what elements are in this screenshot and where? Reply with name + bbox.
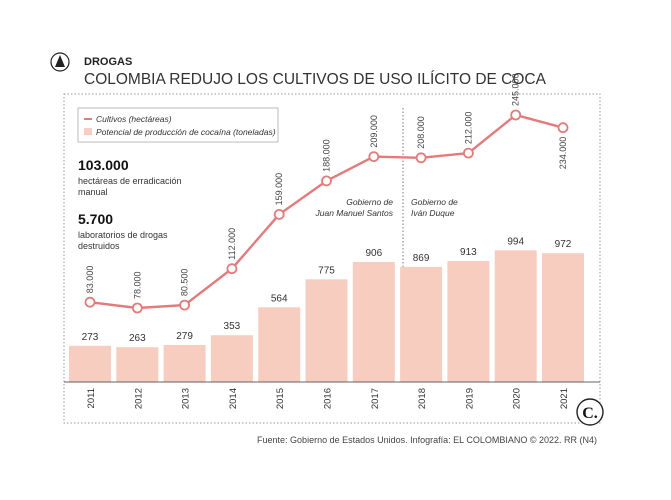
line-point-2017 — [368, 151, 380, 163]
bar-2016 — [305, 279, 348, 382]
logo-text: C. — [582, 405, 598, 422]
stat-erradication-line1: hectáreas de erradicación — [78, 176, 182, 186]
legend: Cultivos (hectáreas) Potencial de produc… — [77, 107, 279, 143]
year-label-2011: 2011 — [86, 388, 97, 408]
legend-line-label: Cultivos (hectáreas) — [96, 114, 172, 124]
line-point-2019 — [462, 147, 474, 159]
bar-2021 — [542, 253, 584, 382]
bar-2019 — [447, 261, 490, 382]
line-points — [84, 109, 569, 314]
bar-2018 — [400, 266, 443, 382]
period-santos-line2: Juan Manuel Santos — [315, 208, 394, 218]
header: DROGAS COLOMBIA REDUJO LOS CULTIVOS DE U… — [50, 52, 547, 88]
line-value-label-2011: 83.000 — [85, 266, 95, 294]
logo-circle — [576, 398, 604, 426]
year-label-2014: 2014 — [228, 388, 239, 409]
line-point-2016 — [321, 175, 332, 187]
stat-labs-value: 5.700 — [78, 211, 113, 227]
stat-erradication-value: 103.000 — [78, 157, 129, 173]
year-label-2012: 2012 — [133, 388, 144, 409]
bar-value-label-2012: 263 — [129, 333, 146, 344]
year-label-2015: 2015 — [275, 388, 286, 409]
period-labels: Gobierno de Juan Manuel Santos Gobierno … — [315, 197, 459, 218]
line-value-label-2016: 188.000 — [322, 139, 332, 172]
bar-2012 — [116, 347, 159, 382]
period-santos-line1: Gobierno de — [346, 197, 393, 207]
period-duque-line2: Iván Duque — [411, 208, 455, 218]
line-value-label-2013: 80.500 — [180, 269, 190, 297]
year-label-2019: 2019 — [464, 388, 475, 409]
line-value-label-2019: 212.000 — [463, 112, 473, 145]
line-point-2021 — [557, 122, 569, 134]
legend-box — [77, 107, 279, 143]
header-kicker: DROGAS — [84, 56, 132, 68]
bar-value-label-2014: 353 — [224, 321, 241, 332]
line-value-label-2012: 78.000 — [132, 271, 142, 299]
line-point-2020 — [510, 109, 522, 121]
bar-value-label-2017: 906 — [365, 248, 382, 259]
line-value-label-2020: 245.000 — [511, 73, 521, 106]
line-value-label-2014: 112.000 — [227, 228, 237, 260]
year-label-2017: 2017 — [370, 388, 381, 409]
year-label-2021: 2021 — [559, 388, 570, 409]
line-labels: 83.000 78.000 80.500 112.000 159.000 188.000 2… — [85, 73, 568, 299]
bar-2017 — [352, 262, 395, 382]
year-label-2020: 2020 — [512, 388, 523, 409]
line-point-2018 — [415, 152, 427, 164]
year-label-2013: 2013 — [181, 388, 192, 409]
bar-2015 — [258, 307, 301, 382]
stat-erradication-line2: manual — [78, 187, 108, 197]
bar-2020 — [494, 250, 537, 382]
line-value-label-2018: 208.000 — [416, 116, 426, 149]
pen-nib-icon-shape — [55, 55, 65, 67]
bar-value-label-2011: 273 — [82, 332, 99, 343]
stat-labs-line2: destruidos — [78, 241, 120, 251]
line-value-label-2017: 209.000 — [369, 115, 379, 148]
brand-logo: C. — [576, 398, 604, 426]
line-point-2015 — [273, 208, 285, 220]
bar-value-label-2013: 279 — [176, 331, 193, 342]
source-note: Fuente: Gobierno de Estados Unidos. Info… — [257, 435, 597, 445]
line-value-label-2021: 234.000 — [558, 137, 568, 170]
bar-2014 — [210, 335, 253, 382]
bar-value-label-2020: 994 — [507, 236, 524, 247]
line-point-2014 — [226, 263, 238, 275]
year-label-2016: 2016 — [323, 388, 334, 409]
bar-value-label-2019: 913 — [460, 247, 477, 258]
year-labels: 2011 2012 2013 2014 2015 2016 2017 2018 2019 2020… — [86, 388, 570, 409]
bar-series — [69, 250, 584, 382]
stats: 103.000 hectáreas de erradicación manual… — [78, 157, 182, 251]
header-headline: COLOMBIA REDUJO LOS CULTIVOS DE USO ILÍC… — [84, 71, 547, 88]
stat-labs-line1: laboratorios de drogas — [78, 230, 168, 240]
year-label-2018: 2018 — [417, 388, 428, 409]
chart-frame — [63, 93, 601, 424]
bar-value-label-2018: 869 — [413, 253, 430, 264]
line-point-2011 — [84, 296, 96, 308]
bar-2011 — [69, 345, 111, 382]
bar-2013 — [163, 345, 206, 382]
line-value-label-2015: 159.000 — [274, 173, 284, 206]
bar-value-label-2021: 972 — [555, 239, 572, 250]
legend-bar-label: Potencial de producción de cocaína (tone… — [96, 127, 276, 137]
bar-value-label-2015: 564 — [271, 293, 288, 304]
line-point-2012 — [131, 302, 143, 314]
bar-value-label-2016: 775 — [318, 265, 335, 276]
line-point-2013 — [179, 299, 191, 311]
legend-bar-swatch — [84, 128, 92, 135]
bar-labels: 273 263 279 353 564 775 906 869 913 994 972 — [82, 236, 572, 344]
period-duque-line1: Gobierno de — [411, 197, 458, 207]
